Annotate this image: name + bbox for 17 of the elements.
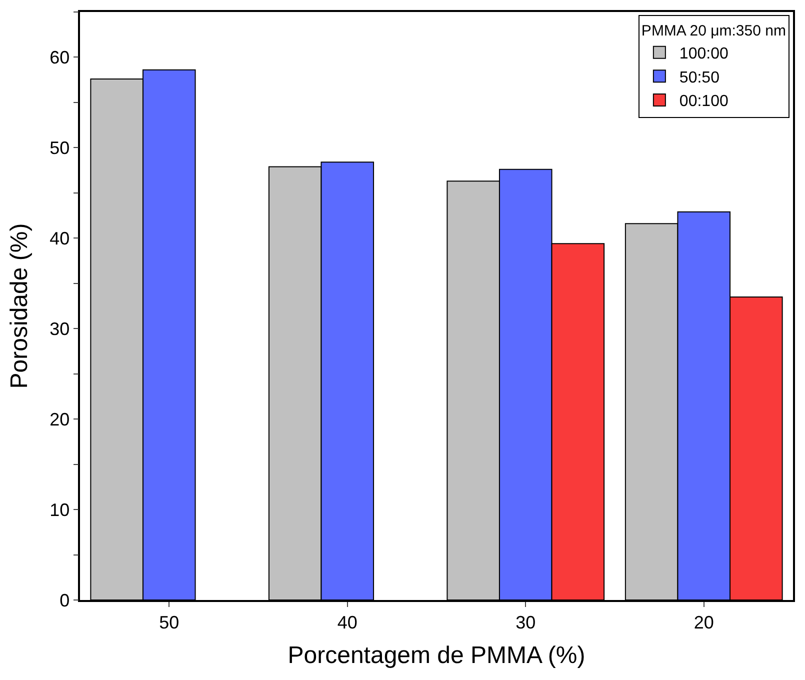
y-tick-label: 20	[50, 409, 70, 430]
y-tick-label: 30	[50, 318, 70, 339]
y-tick-label: 0	[60, 590, 70, 610]
y-tick-label: 10	[50, 500, 70, 520]
y-axis-title: Porosidade (%)	[6, 223, 34, 389]
y-tick-label: 60	[50, 48, 70, 68]
x-tick-label: 20	[694, 612, 714, 632]
legend-label: 00:100	[679, 93, 728, 110]
x-tick-label: 40	[337, 612, 358, 632]
y-tick-label: 50	[50, 138, 70, 158]
x-tick-label: 30	[516, 612, 536, 632]
legend-label: 50:50	[679, 69, 720, 86]
legend-title: PMMA 20 μm:350 nm	[641, 22, 786, 40]
x-axis-title: Porcentagem de PMMA (%)	[288, 642, 586, 670]
y-tick-label: 40	[50, 228, 70, 248]
x-tick-label: 50	[159, 612, 180, 632]
legend-label: 100:00	[679, 46, 728, 63]
